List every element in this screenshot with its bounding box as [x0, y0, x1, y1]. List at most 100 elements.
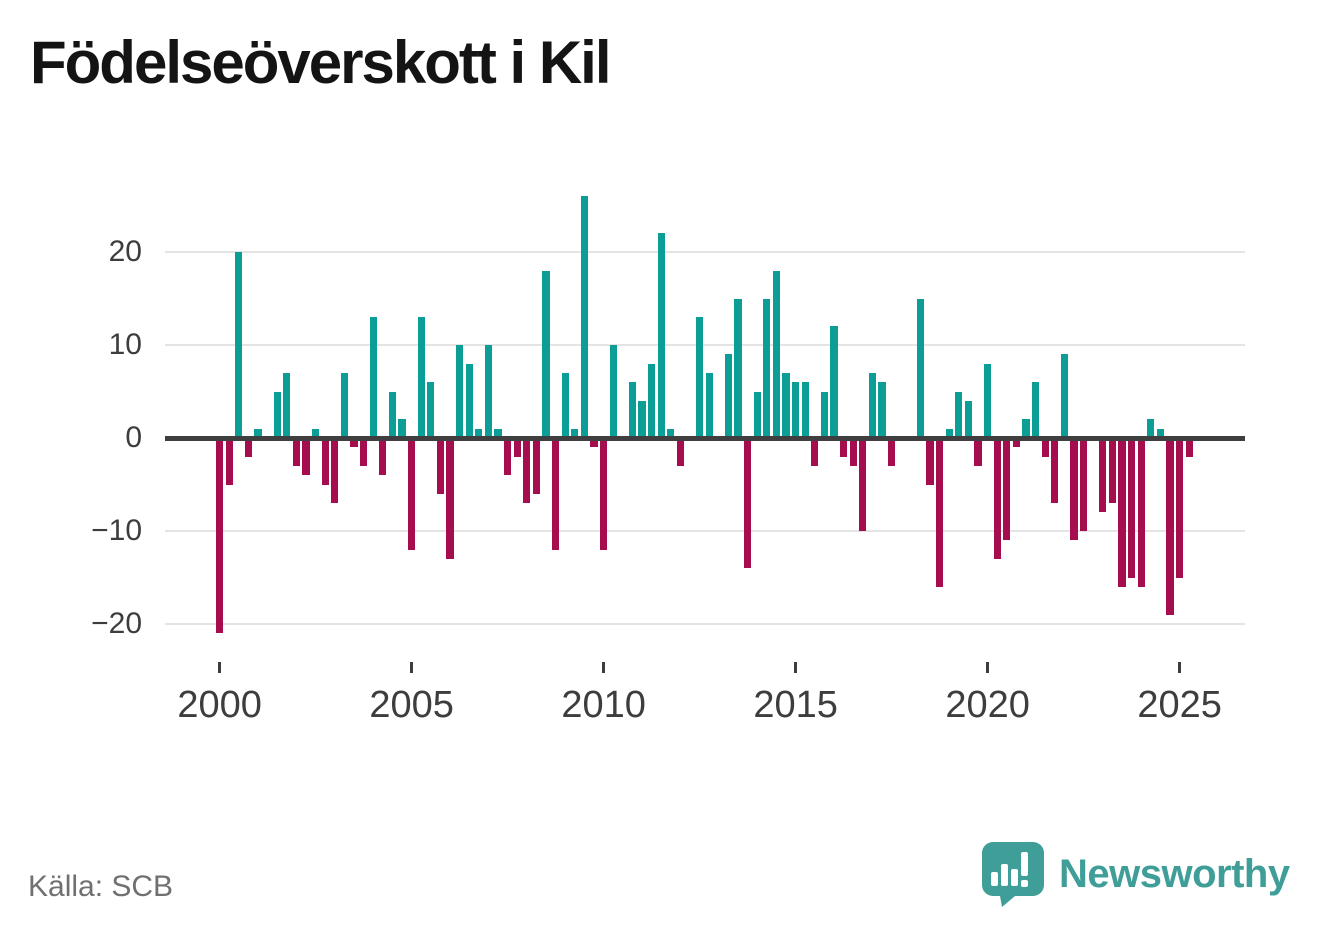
bar [504, 438, 512, 476]
bar [705, 372, 713, 438]
bar [926, 438, 934, 485]
gridline [165, 344, 1245, 346]
x-tick [218, 662, 222, 673]
bar [830, 326, 838, 438]
newsworthy-logo-icon [981, 841, 1045, 907]
bar [792, 382, 800, 438]
bar [1185, 438, 1193, 457]
bar [782, 372, 790, 438]
bar [609, 345, 617, 438]
bar [820, 391, 828, 438]
zero-axis-line [165, 435, 1245, 441]
newsworthy-brand[interactable]: Newsworthy [981, 841, 1290, 907]
bar [225, 438, 233, 485]
page-title: Födelseöverskott i Kil [30, 29, 611, 96]
bar [1099, 438, 1107, 513]
bar [840, 438, 848, 457]
source-note: Källa: SCB [28, 870, 174, 903]
bar [561, 372, 569, 438]
bar [369, 317, 377, 438]
bar [254, 428, 262, 438]
bar [1041, 438, 1049, 457]
y-tick-label: −20 [91, 607, 142, 640]
bar [984, 363, 992, 438]
x-tick-label: 2015 [753, 684, 838, 726]
bar [955, 391, 963, 438]
bar [427, 382, 435, 438]
bar [1137, 438, 1145, 587]
bar [350, 438, 358, 448]
bar [494, 428, 502, 438]
bar [379, 438, 387, 476]
bar [1070, 438, 1078, 541]
bar [648, 363, 656, 438]
bar [340, 372, 348, 438]
bar [513, 438, 521, 457]
bar [811, 438, 819, 466]
bar [446, 438, 454, 559]
bar [398, 419, 406, 438]
bar [216, 438, 224, 634]
bar [1012, 438, 1020, 448]
bar [408, 438, 416, 550]
x-tick [794, 662, 798, 673]
bar [1156, 428, 1164, 438]
bar [532, 438, 540, 494]
x-tick [986, 662, 990, 673]
y-tick-label: 10 [108, 328, 142, 361]
bar [1176, 438, 1184, 578]
bar [1051, 438, 1059, 504]
bar [388, 391, 396, 438]
bar [244, 438, 252, 457]
bar [859, 438, 867, 531]
bar [628, 382, 636, 438]
y-tick-label: 0 [125, 421, 142, 454]
bar [1003, 438, 1011, 541]
bar [312, 428, 320, 438]
x-tick-label: 2025 [1137, 684, 1222, 726]
bar [600, 438, 608, 550]
bar [667, 428, 675, 438]
x-tick [1178, 662, 1182, 673]
bar [552, 438, 560, 550]
bar [974, 438, 982, 466]
bar [283, 372, 291, 438]
bar [1166, 438, 1174, 615]
x-tick-label: 2000 [177, 684, 262, 726]
bar [436, 438, 444, 494]
bar [417, 317, 425, 438]
bar [801, 382, 809, 438]
x-tick-label: 2005 [369, 684, 454, 726]
bar [580, 196, 588, 438]
bar [1118, 438, 1126, 587]
bar [868, 372, 876, 438]
bar [273, 391, 281, 438]
gridline [165, 530, 1245, 532]
bar [936, 438, 944, 587]
bar [571, 428, 579, 438]
bar [465, 363, 473, 438]
bar [676, 438, 684, 466]
x-tick-label: 2010 [561, 684, 646, 726]
bar [1022, 419, 1030, 438]
bar [302, 438, 310, 476]
gridline [165, 623, 1245, 625]
bar [1128, 438, 1136, 578]
bar [484, 345, 492, 438]
x-tick [602, 662, 606, 673]
bar [744, 438, 752, 569]
x-tick [410, 662, 414, 673]
bar [1032, 382, 1040, 438]
bar [638, 400, 646, 438]
bar [1060, 354, 1068, 438]
y-tick-label: 20 [108, 235, 142, 268]
bar [235, 252, 243, 438]
bar [542, 270, 550, 438]
bar [964, 400, 972, 438]
bar [772, 270, 780, 438]
bar [993, 438, 1001, 559]
bar [753, 391, 761, 438]
bar [878, 382, 886, 438]
bar [1108, 438, 1116, 504]
